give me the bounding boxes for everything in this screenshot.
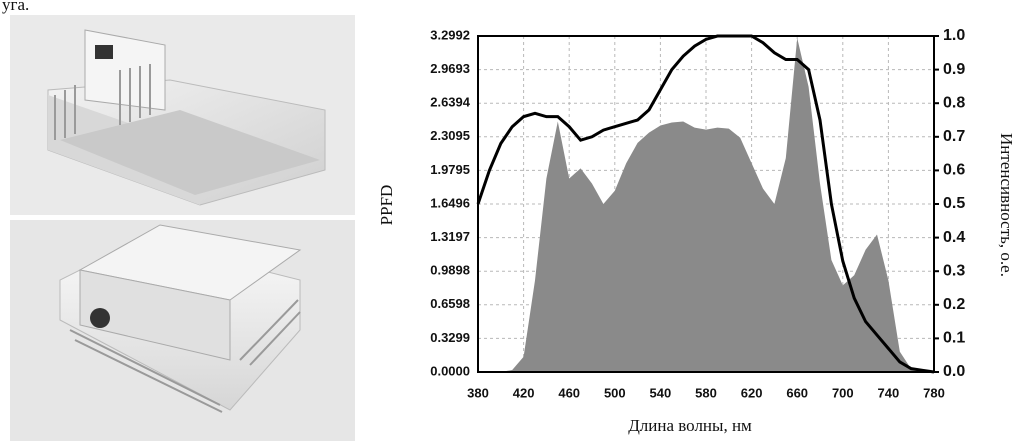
y-tick-label: 1.9795 [430,162,470,177]
caption: уга. [2,0,29,14]
x-axis-title: Длина волны, нм [628,416,752,435]
y-tick-label: 2.9693 [430,61,470,76]
y2-tick-label: 0.0 [943,363,965,380]
y2-tick-label: 0.7 [943,128,965,145]
y-tick-label: 0.3299 [430,330,470,345]
x-tick-label: 380 [467,385,489,400]
y2-tick-label: 0.1 [943,330,965,347]
y2-tick-label: 0.8 [943,94,965,111]
y-tick-label: 0.0000 [430,363,470,378]
x-tick-label: 540 [650,385,672,400]
y2-axis-title: Интенсивность, о.е. [997,133,1016,277]
x-tick-label: 580 [695,385,717,400]
y-tick-label: 3.2992 [430,27,470,42]
x-tick-label: 700 [832,385,854,400]
x-tick-label: 660 [786,385,808,400]
y-tick-label: 0.9898 [430,263,470,278]
y2-tick-label: 0.2 [943,296,965,313]
y-axis-title: PPFD [377,185,396,226]
x-tick-label: 740 [878,385,900,400]
x-tick-label: 620 [741,385,763,400]
x-tick-label: 420 [513,385,535,400]
y2-tick-label: 0.3 [943,262,965,279]
y-tick-label: 1.3197 [430,229,470,244]
x-tick-label: 460 [558,385,580,400]
y-tick-label: 1.6496 [430,195,470,210]
y2-tick-label: 0.4 [943,229,965,246]
photo-bottom [10,220,355,441]
y-tick-label: 2.6394 [430,95,471,110]
y-tick-label: 2.3095 [430,128,470,143]
y2-tick-label: 0.5 [943,195,965,212]
area [478,37,934,372]
y-tick-label: 0.6598 [430,296,470,311]
photo-top [10,15,355,215]
y2-tick-label: 0.6 [943,162,965,179]
plot-frame [477,35,935,373]
y2-tick-label: 0.9 [943,61,965,78]
line [476,34,935,374]
y2-tick-label: 1.0 [943,27,965,44]
x-tick-label: 780 [923,385,945,400]
x-tick-label: 500 [604,385,626,400]
